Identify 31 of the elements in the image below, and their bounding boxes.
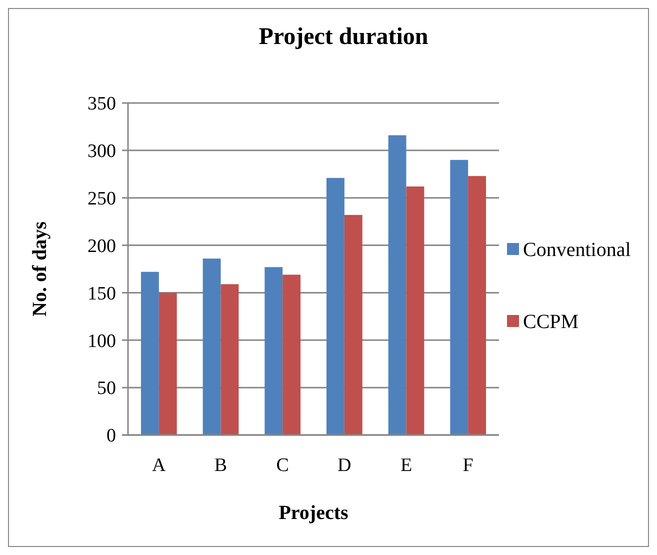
bar <box>326 178 344 435</box>
bar <box>344 214 362 435</box>
y-tick-label: 100 <box>88 330 116 352</box>
y-tick-label: 250 <box>88 188 116 210</box>
x-axis-title: Projects <box>278 502 349 524</box>
y-tick-label: 150 <box>88 283 116 304</box>
y-tick-label: 0 <box>106 426 116 447</box>
bar <box>264 267 283 435</box>
bar <box>468 176 486 435</box>
legend-label: Conventional <box>523 239 632 261</box>
x-tick-label: C <box>276 455 289 476</box>
bar <box>140 272 159 435</box>
bar <box>388 135 406 435</box>
x-tick-label: B <box>214 455 228 476</box>
bar <box>158 292 177 435</box>
chart-title: Project duration <box>258 24 428 50</box>
x-tick-label: A <box>152 455 166 476</box>
legend-label: CCPM <box>523 311 579 333</box>
bar <box>202 258 221 435</box>
y-tick-label: 50 <box>97 378 116 400</box>
x-tick-label: F <box>462 455 474 476</box>
bar <box>220 284 239 435</box>
y-axis-title: No. of days <box>29 221 51 317</box>
bar <box>406 186 424 435</box>
y-tick-label: 350 <box>88 94 116 115</box>
bar <box>450 160 468 435</box>
x-tick-label: D <box>338 455 352 476</box>
y-tick-label: 300 <box>88 141 116 162</box>
bar <box>282 274 301 435</box>
y-tick-label: 200 <box>88 236 116 257</box>
x-tick-label: E <box>400 455 412 476</box>
